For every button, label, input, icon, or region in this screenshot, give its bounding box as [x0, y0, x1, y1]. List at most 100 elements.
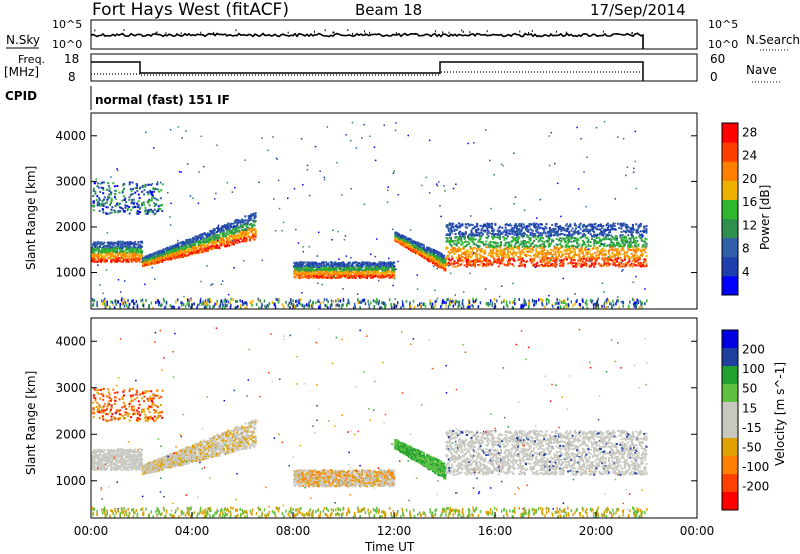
- velocity-colorbar: 200 100 50 15 -15 -50 -100 -200: [721, 329, 769, 511]
- power-colorbar-segment: [722, 161, 738, 181]
- power-panel-frame: [90, 112, 698, 310]
- cpid-label: CPID: [5, 89, 37, 103]
- nsky-spike: [442, 31, 444, 34]
- velocity-panel-frame: [90, 317, 698, 519]
- velocity-colorbar-tick: -15: [742, 421, 762, 435]
- station-title: Fort Hays West (fitACF): [92, 0, 289, 20]
- nsearch-tick-top: 10^5: [708, 18, 738, 31]
- velocity-colorbar-label: Velocity [m s^-1]: [773, 362, 787, 466]
- y-tick-label: 3000: [55, 381, 86, 395]
- power-colorbar-segment: [722, 180, 738, 200]
- nsky-spike: [486, 30, 488, 33]
- velocity-colorbar-segment: [722, 438, 738, 457]
- nsky-spike: [469, 31, 471, 34]
- velocity-colorbar-segment: [722, 384, 738, 403]
- velocity-y-ticks: 1000 2000 3000 4000: [55, 334, 697, 488]
- nsky-spike: [94, 29, 96, 32]
- nsky-label: N.Sky: [6, 33, 40, 47]
- nsky-spike: [213, 31, 215, 34]
- nsky-spike: [462, 30, 464, 33]
- nsky-spike: [347, 29, 349, 32]
- nsky-spike: [180, 32, 182, 35]
- freq-label: Freq.: [18, 53, 45, 66]
- nsky-tick-bottom: 10^0: [52, 38, 82, 51]
- x-tick-label: 00:00: [74, 524, 109, 538]
- nsky-spike: [448, 31, 450, 34]
- nsky-spike: [313, 30, 315, 33]
- velocity-colorbar-segment: [722, 348, 738, 367]
- nsky-spike: [395, 32, 397, 35]
- nsky-spike: [122, 32, 124, 35]
- x-tick-label: 12:00: [377, 524, 412, 538]
- power-colorbar-tick: 4: [742, 265, 750, 279]
- nsky-spike: [369, 31, 371, 34]
- nave-tick-bottom: 0: [710, 70, 718, 84]
- nsky-spike: [156, 31, 158, 34]
- velocity-colorbar-segment: [722, 474, 738, 493]
- freq-unit: [MHz]: [4, 65, 39, 79]
- x-tick-label: 20:00: [579, 524, 614, 538]
- nsky-spike: [565, 31, 567, 34]
- power-colorbar-segment: [722, 275, 738, 296]
- velocity-colorbar-segment: [722, 456, 738, 475]
- nsky-spike: [550, 32, 552, 35]
- nsky-spike: [176, 32, 178, 35]
- power-y-axis-label: Slant Range [km]: [24, 166, 38, 270]
- power-colorbar-segment: [722, 199, 738, 220]
- nsky-spike: [324, 29, 326, 32]
- x-tick-label: 16:00: [478, 524, 513, 538]
- y-tick-label: 1000: [55, 266, 86, 280]
- velocity-colorbar-tick: -50: [742, 440, 762, 454]
- y-tick-label: 4000: [55, 334, 86, 348]
- nsky-spike: [531, 29, 533, 32]
- velocity-colorbar-tick: 50: [742, 382, 757, 396]
- y-tick-label: 2000: [55, 427, 86, 441]
- nave-label: Nave: [746, 63, 777, 77]
- nsky-spike: [333, 31, 335, 34]
- power-colorbar-tick: 16: [742, 195, 757, 209]
- velocity-colorbar-frame: [721, 329, 739, 511]
- velocity-colorbar-segment: [722, 492, 738, 511]
- y-tick-label: 1000: [55, 474, 86, 488]
- power-colorbar: 4 8 12 16 20 24 28: [721, 122, 757, 296]
- nsky-spike: [351, 32, 353, 35]
- date-label: 17/Sep/2014: [590, 1, 686, 19]
- power-colorbar-segment: [722, 142, 738, 162]
- nsky-spike: [414, 32, 416, 35]
- velocity-colorbar-label-text: Velocity [m s^-1]: [773, 362, 787, 466]
- power-colorbar-segment: [722, 256, 738, 277]
- nsky-spike: [165, 32, 167, 35]
- nave-tick-top: 60: [710, 52, 725, 66]
- x-tick-label: 04:00: [175, 524, 210, 538]
- power-y-ticks: 1000 2000 3000 4000: [55, 129, 697, 280]
- nsky-trace: [90, 29, 644, 49]
- power-colorbar-tick: 28: [742, 125, 757, 139]
- freq-panel-frame: [90, 53, 698, 82]
- velocity-colorbar-tick: 15: [742, 401, 757, 415]
- nsky-spike: [287, 31, 289, 34]
- power-colorbar-frame: [721, 122, 739, 296]
- nsky-panel-frame: [90, 19, 698, 50]
- y-tick-label: 3000: [55, 174, 86, 188]
- cpid-text: normal (fast) 151 IF: [95, 93, 230, 107]
- nsky-spike: [555, 30, 557, 33]
- nsky-spike: [528, 31, 530, 34]
- nsky-spike: [461, 29, 463, 32]
- nsky-spike: [123, 29, 125, 32]
- velocity-colorbar-tick: 100: [742, 362, 765, 376]
- beam-label: Beam 18: [355, 1, 422, 19]
- velocity-colorbar-segment: [722, 330, 738, 349]
- nsky-spike: [364, 32, 366, 35]
- velocity-y-axis-label: Slant Range [km]: [24, 371, 38, 475]
- power-colorbar-tick: 24: [742, 149, 757, 163]
- nsearch-tick-bottom: 10^0: [708, 38, 738, 51]
- y-tick-label: 4000: [55, 129, 86, 143]
- nsearch-label: N.Search: [746, 33, 800, 47]
- time-axis-label: Time UT: [364, 540, 415, 554]
- nsky-spike: [200, 31, 202, 34]
- velocity-colorbar-segment: [722, 402, 738, 421]
- velocity-colorbar-tick: 200: [742, 343, 765, 357]
- power-colorbar-tick: 12: [742, 218, 757, 232]
- power-colorbar-segment: [722, 123, 738, 143]
